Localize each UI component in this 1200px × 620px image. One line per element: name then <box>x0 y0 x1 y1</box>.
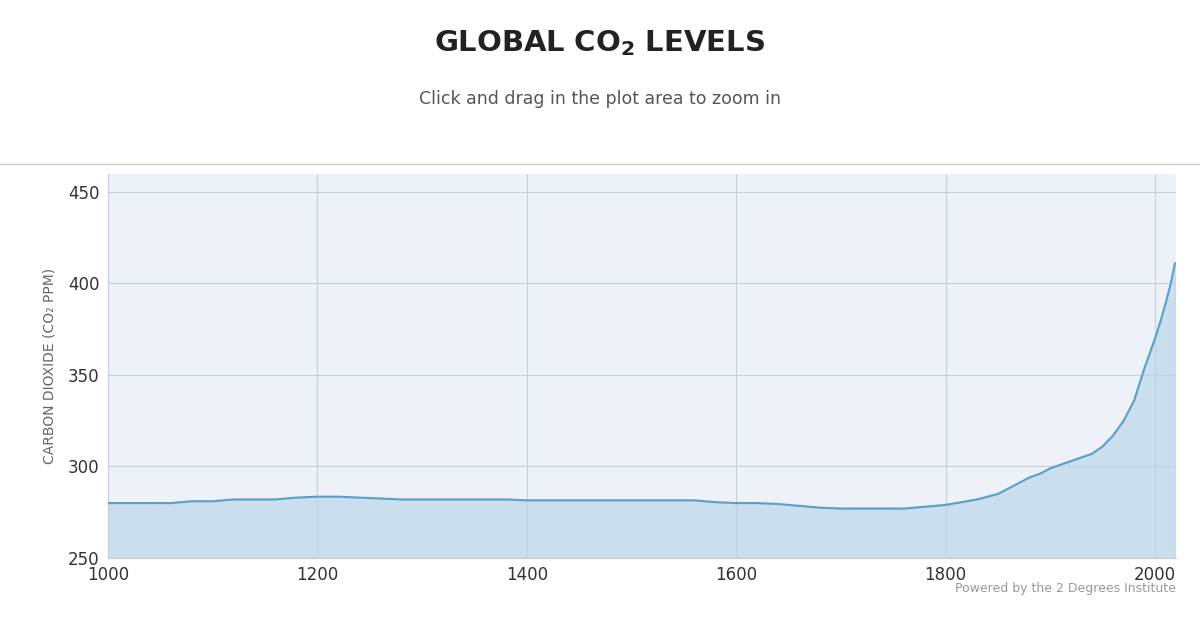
Text: $\mathbf{GLOBAL\ CO_2\ LEVELS}$: $\mathbf{GLOBAL\ CO_2\ LEVELS}$ <box>434 28 766 58</box>
Text: Click and drag in the plot area to zoom in: Click and drag in the plot area to zoom … <box>419 90 781 108</box>
Y-axis label: CARBON DIOXIDE (CO₂ PPM): CARBON DIOXIDE (CO₂ PPM) <box>43 268 56 464</box>
Text: Powered by the 2 Degrees Institute: Powered by the 2 Degrees Institute <box>955 582 1176 595</box>
